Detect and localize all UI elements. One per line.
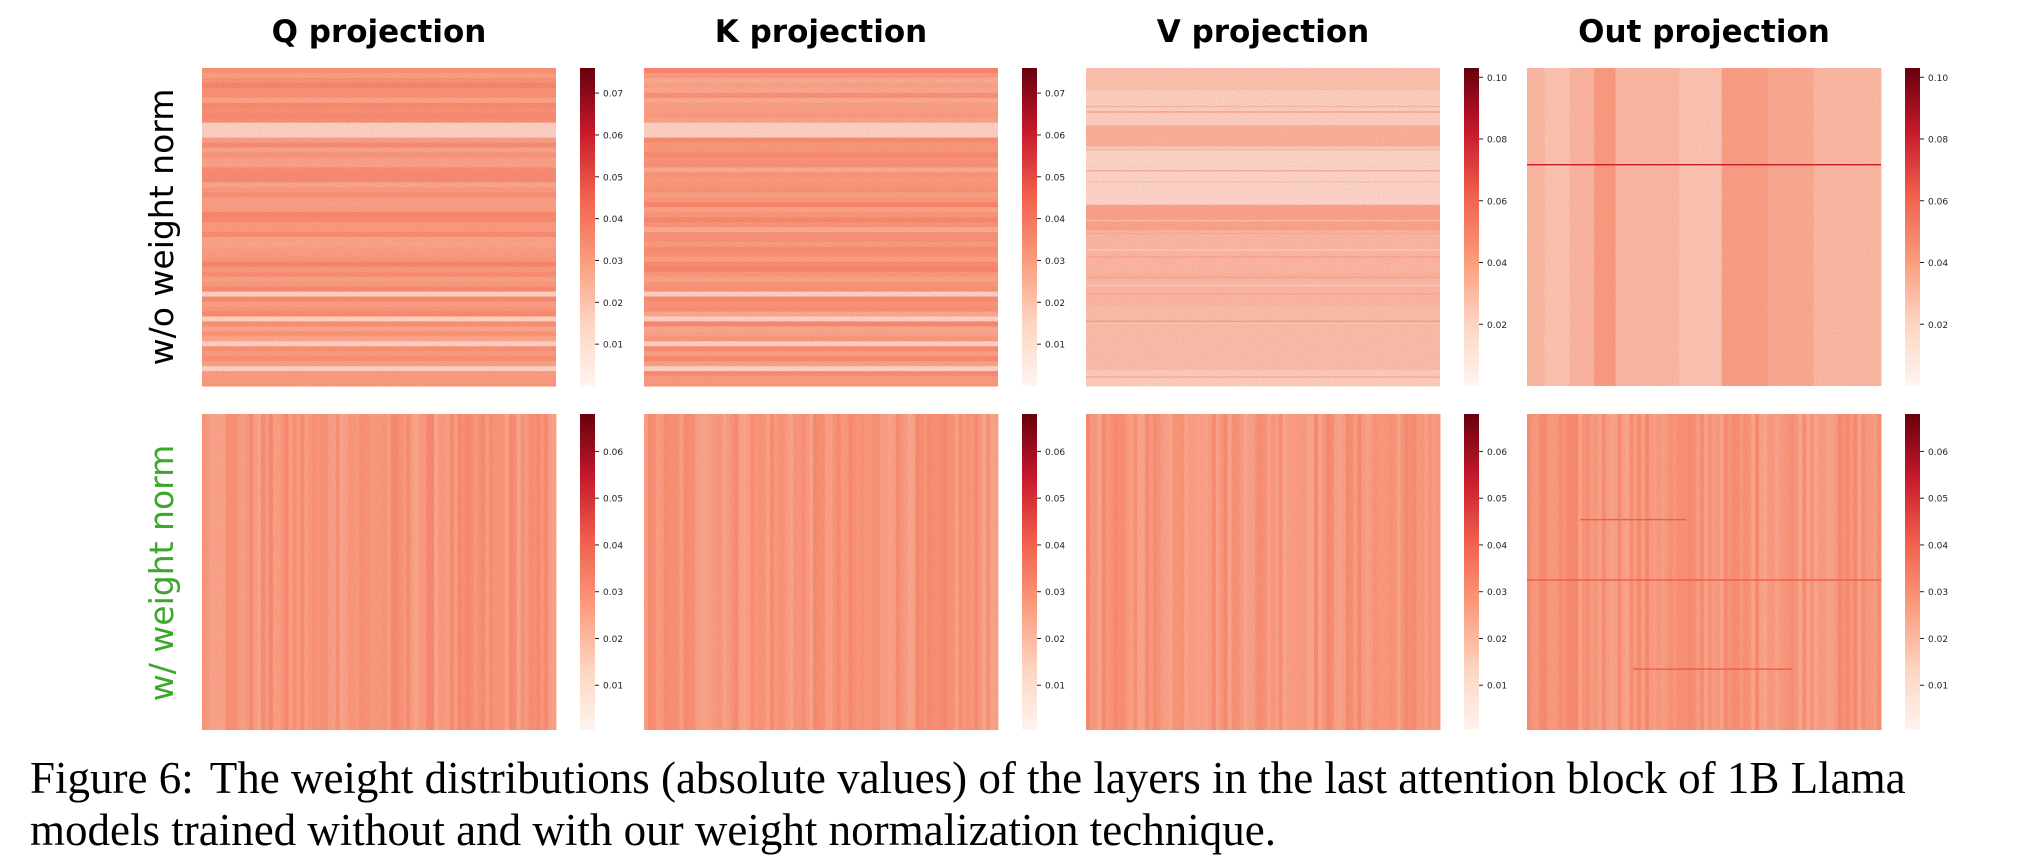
row-label-with-norm: w/ weight norm: [142, 445, 181, 702]
colorbar-tick-label: 0.04: [1487, 259, 1507, 269]
row-label-without-norm: w/o weight norm: [142, 89, 181, 366]
colorbar-tick-label: 0.04: [1045, 541, 1065, 551]
colorbar-tick-label: 0.06: [1928, 197, 1948, 207]
colorbar-tick-label: 0.02: [603, 635, 623, 645]
colorbar: [1022, 68, 1037, 386]
colorbar-tick-label: 0.01: [1045, 341, 1065, 351]
colorbar-tick-label: 0.02: [1487, 321, 1507, 331]
heatmap-panel: 0.01 0.02 0.03 0.04 0.05 0.06: [1527, 414, 1948, 730]
column-title: V projection: [1157, 14, 1369, 50]
heatmap-panel: 0.01 0.02 0.03 0.04 0.05 0.06 0.07: [644, 68, 1065, 387]
colorbar-tick-label: 0.05: [1045, 495, 1065, 505]
heatmap-panel: 0.01 0.02 0.03 0.04 0.05 0.06: [1086, 414, 1507, 730]
colorbar-tick-label: 0.05: [1045, 173, 1065, 183]
colorbar-tick-label: 0.06: [1487, 448, 1507, 458]
colorbar-tick-label: 0.02: [603, 299, 623, 309]
figure-heatmap-grid: Q projection K projection V projection Out …: [142, 14, 1948, 730]
colorbar: [1905, 68, 1920, 386]
caption-label: Figure 6:: [30, 753, 194, 803]
colorbar-tick-label: 0.08: [1487, 136, 1507, 146]
colorbar-tick-label: 0.01: [603, 682, 623, 692]
colorbar-tick-label: 0.03: [603, 588, 623, 598]
colorbar-tick-label: 0.04: [603, 215, 623, 225]
colorbar-tick-label: 0.07: [603, 90, 623, 100]
colorbar-tick-label: 0.04: [1045, 215, 1065, 225]
colorbar-tick-label: 0.03: [603, 257, 623, 267]
heatmap-noise: [202, 414, 556, 730]
colorbar-tick-label: 0.07: [1045, 90, 1065, 100]
column-title: Q projection: [272, 14, 487, 50]
heatmap-noise: [1527, 414, 1881, 730]
colorbar-tick-label: 0.06: [1045, 448, 1065, 458]
heatmap-noise: [1086, 68, 1440, 386]
colorbar-tick-label: 0.10: [1928, 74, 1948, 84]
colorbar-tick-label: 0.02: [1928, 321, 1948, 331]
colorbar-tick-label: 0.03: [1045, 588, 1065, 598]
colorbar-tick-label: 0.06: [1928, 448, 1948, 458]
figure-caption: Figure 6: The weight distributions (absol…: [30, 752, 2020, 856]
colorbar-tick-label: 0.02: [1045, 635, 1065, 645]
colorbar: [1022, 414, 1037, 730]
heatmap-noise: [644, 414, 998, 730]
column-title: Out projection: [1578, 14, 1830, 50]
colorbar-tick-label: 0.10: [1487, 74, 1507, 84]
colorbar: [1464, 414, 1479, 730]
caption-text: The weight distributions (absolute value…: [30, 753, 1906, 855]
colorbar-tick-label: 0.05: [1928, 495, 1948, 505]
colorbar: [580, 68, 595, 386]
heatmap-panel: 0.01 0.02 0.03 0.04 0.05 0.06 0.07: [202, 68, 623, 387]
colorbar-tick-label: 0.01: [1487, 682, 1507, 692]
heatmap-panel: 0.01 0.02 0.03 0.04 0.05 0.06: [644, 414, 1065, 730]
colorbar-tick-label: 0.06: [1045, 131, 1065, 141]
colorbar-tick-label: 0.04: [603, 541, 623, 551]
colorbar-tick-label: 0.01: [1045, 682, 1065, 692]
colorbar-tick-label: 0.01: [603, 341, 623, 351]
column-title: K projection: [715, 14, 927, 50]
colorbar-tick-label: 0.04: [1928, 259, 1948, 269]
heatmap-panel: 0.01 0.02 0.03 0.04 0.05 0.06: [202, 414, 623, 730]
colorbar-tick-label: 0.06: [603, 448, 623, 458]
colorbar: [1905, 414, 1920, 730]
heatmap-noise: [644, 68, 998, 386]
colorbar-tick-label: 0.02: [1045, 299, 1065, 309]
colorbar-tick-label: 0.03: [1045, 257, 1065, 267]
colorbar-tick-label: 0.05: [603, 173, 623, 183]
heatmap-noise: [1527, 68, 1881, 386]
colorbar-tick-label: 0.02: [1928, 635, 1948, 645]
colorbar-tick-label: 0.08: [1928, 136, 1948, 146]
heatmap-noise: [1086, 414, 1440, 730]
colorbar-tick-label: 0.05: [603, 495, 623, 505]
heatmap-panel: 0.02 0.04 0.06 0.08 0.10: [1527, 68, 1948, 386]
colorbar-tick-label: 0.02: [1487, 635, 1507, 645]
colorbar-tick-label: 0.03: [1487, 588, 1507, 598]
colorbar-tick-label: 0.01: [1928, 682, 1948, 692]
colorbar: [1464, 68, 1479, 386]
colorbar-tick-label: 0.03: [1928, 588, 1948, 598]
colorbar-tick-label: 0.06: [1487, 197, 1507, 207]
heatmap-noise: [202, 68, 556, 386]
colorbar-tick-label: 0.04: [1928, 541, 1948, 551]
colorbar-tick-label: 0.05: [1487, 495, 1507, 505]
heatmap-panel: 0.02 0.04 0.06 0.08 0.10: [1086, 68, 1507, 387]
colorbar: [580, 414, 595, 730]
colorbar-tick-label: 0.06: [603, 131, 623, 141]
colorbar-tick-label: 0.04: [1487, 541, 1507, 551]
